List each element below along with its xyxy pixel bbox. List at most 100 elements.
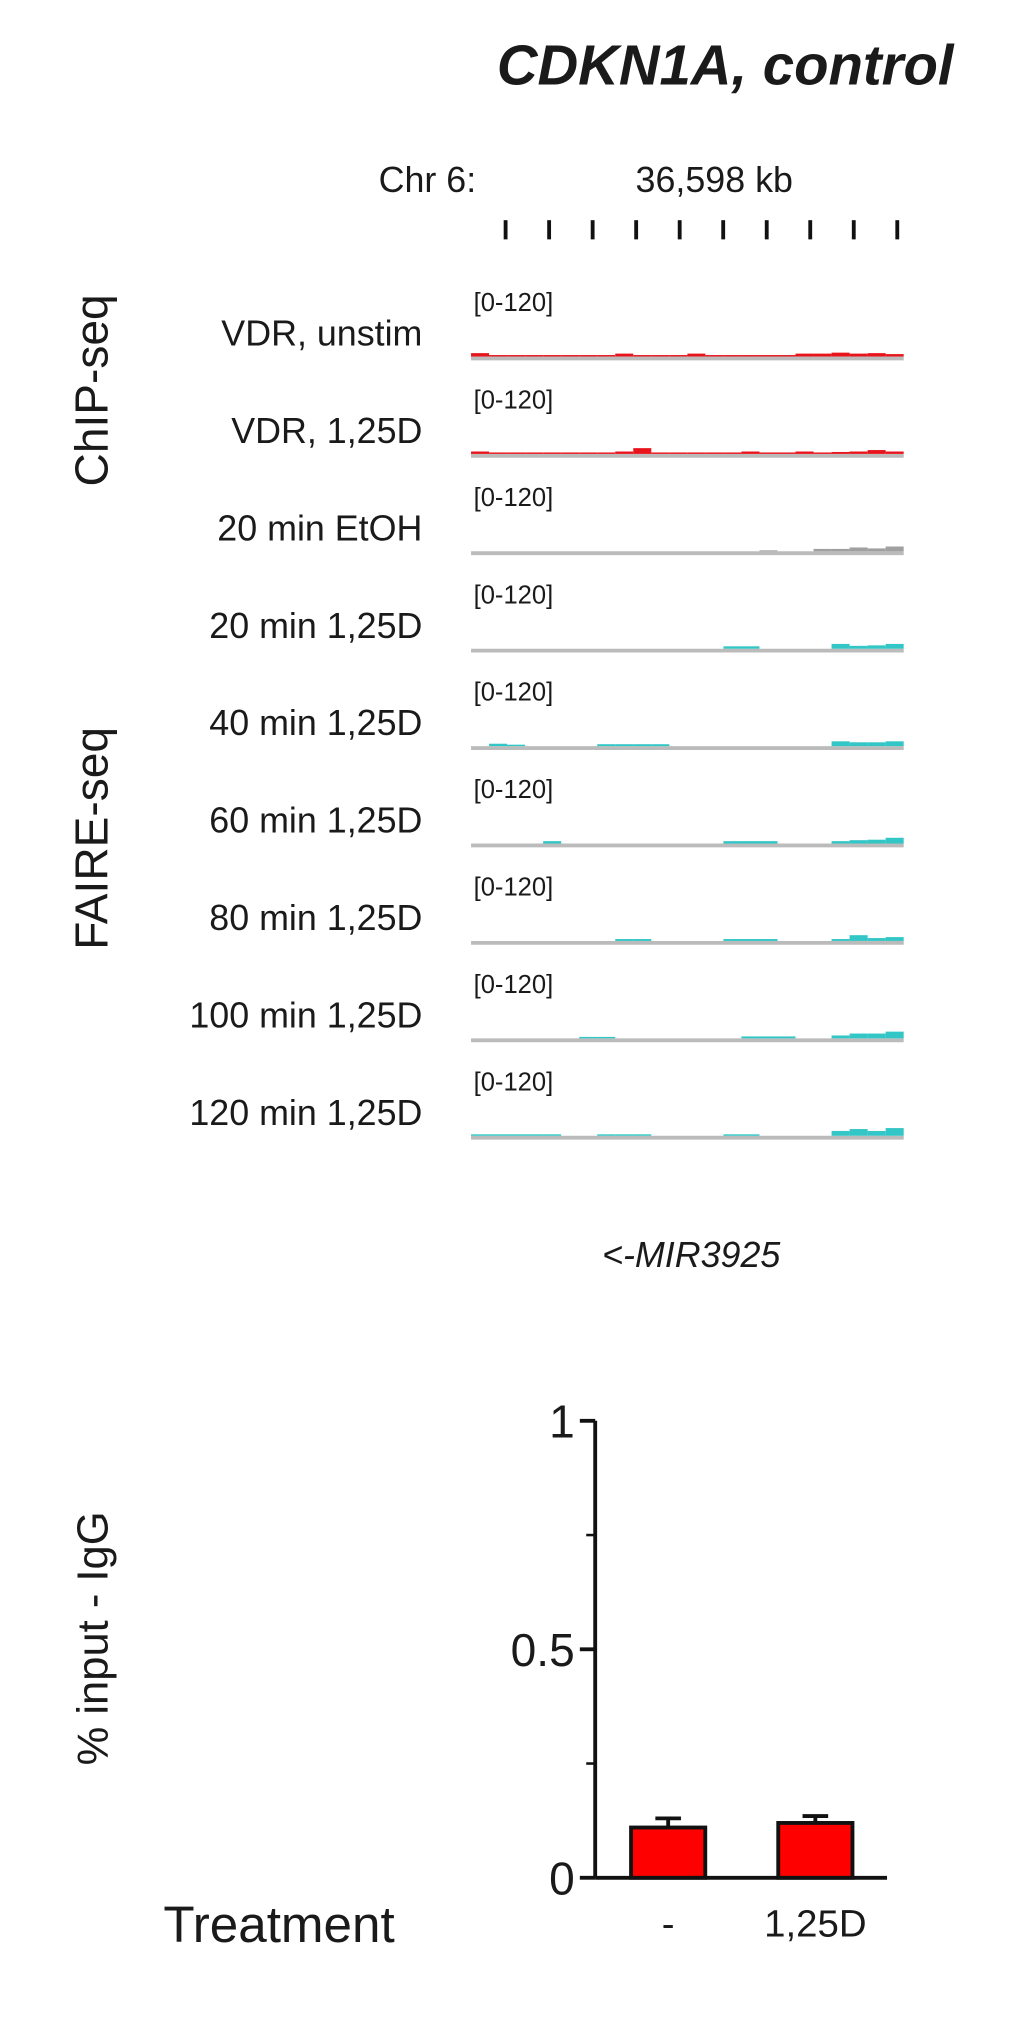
signal-bin (849, 935, 868, 941)
signal-bin (759, 841, 778, 844)
signal-bin (849, 1033, 868, 1039)
signal-bin (795, 353, 814, 357)
signal-bin (885, 1031, 904, 1039)
signal-bin (525, 355, 544, 357)
signal-bin (471, 451, 490, 454)
signal-bin (579, 452, 598, 454)
signal-bin (813, 353, 832, 357)
signal-bin (471, 1134, 490, 1136)
signal-bin (759, 550, 778, 552)
track-range: [0-120] (474, 971, 554, 999)
signal-bin (543, 1134, 562, 1136)
signal-bin (885, 451, 904, 454)
signal-bin (669, 355, 688, 357)
group-label: ChIP-seq (66, 294, 118, 486)
bar (629, 1825, 708, 1880)
signal-bin (705, 452, 724, 454)
signal-bin (867, 353, 886, 357)
signal-bin (885, 937, 904, 941)
group-label: FAIRE-seq (66, 727, 118, 950)
signal-bin (633, 939, 652, 941)
track-label: 100 min 1,25D (189, 995, 422, 1035)
signal-bin (741, 451, 760, 454)
track-range: [0-120] (474, 679, 554, 707)
signal-bin (597, 452, 616, 454)
signal-bin (849, 840, 868, 844)
signal-bin (777, 355, 796, 357)
signal-bin (885, 643, 904, 649)
signal-bin (615, 353, 634, 357)
signal-bin (525, 452, 544, 454)
signal-bin (795, 451, 814, 454)
signal-bin (759, 355, 778, 357)
signal-bin (489, 452, 508, 454)
signal-bin (651, 355, 670, 357)
track-range: [0-120] (474, 581, 554, 609)
signal-bin (759, 452, 778, 454)
signal-bin (831, 939, 850, 941)
signal-bin (867, 450, 886, 454)
signal-bin (849, 1129, 868, 1136)
signal-bin (687, 353, 706, 357)
signal-bin (489, 355, 508, 357)
signal-bin (741, 1036, 760, 1039)
signal-bin (867, 548, 886, 552)
signal-bin (633, 744, 652, 747)
track-label: 40 min 1,25D (209, 703, 422, 743)
signal-bin (831, 548, 850, 552)
position-label: 36,598 kb (636, 160, 793, 200)
signal-bin (849, 451, 868, 454)
track-range: [0-120] (474, 874, 554, 902)
signal-bin (723, 939, 742, 941)
signal-bin (507, 744, 526, 747)
track-range: [0-120] (474, 484, 554, 512)
signal-bin (507, 1134, 526, 1136)
signal-bin (867, 839, 886, 844)
signal-bin (867, 1130, 886, 1136)
track-label: 80 min 1,25D (209, 898, 422, 938)
signal-bin (831, 643, 850, 649)
signal-bin (615, 939, 634, 941)
signal-bin (741, 355, 760, 357)
signal-bin (633, 448, 652, 454)
signal-bin (633, 355, 652, 357)
signal-bin (597, 744, 616, 747)
signal-bin (579, 1036, 598, 1039)
track-label: VDR, 1,25D (231, 411, 422, 451)
signal-bin (687, 452, 706, 454)
track-range: [0-120] (474, 776, 554, 804)
signal-bin (831, 841, 850, 844)
signal-bin (741, 1134, 760, 1136)
signal-bin (885, 354, 904, 357)
track-label: 60 min 1,25D (209, 801, 422, 841)
track-label: 20 min 1,25D (209, 606, 422, 646)
signal-bin (543, 452, 562, 454)
signal-bin (723, 452, 742, 454)
bar (776, 1821, 855, 1880)
signal-bin (849, 645, 868, 649)
signal-bin (831, 352, 850, 357)
signal-bin (507, 355, 526, 357)
track-range: [0-120] (474, 1068, 554, 1096)
x-tick-label: - (662, 1903, 675, 1946)
signal-bin (597, 1036, 616, 1039)
signal-bin (543, 841, 562, 844)
signal-bin (705, 355, 724, 357)
y-tick-label: 1 (549, 1395, 575, 1447)
track-range: [0-120] (474, 289, 554, 317)
signal-bin (489, 743, 508, 747)
signal-bin (867, 938, 886, 941)
y-axis-title: % input - IgG (70, 1511, 118, 1765)
signal-bin (723, 355, 742, 357)
signal-bin (615, 451, 634, 454)
signal-bin (741, 841, 760, 844)
signal-bin (777, 1036, 796, 1039)
signal-bin (723, 841, 742, 844)
x-axis-title: Treatment (163, 1896, 394, 1953)
signal-bin (867, 742, 886, 747)
signal-bin (813, 548, 832, 552)
signal-bin (543, 355, 562, 357)
track-range: [0-120] (474, 386, 554, 414)
y-tick-label: 0 (549, 1852, 575, 1904)
signal-bin (615, 1134, 634, 1136)
